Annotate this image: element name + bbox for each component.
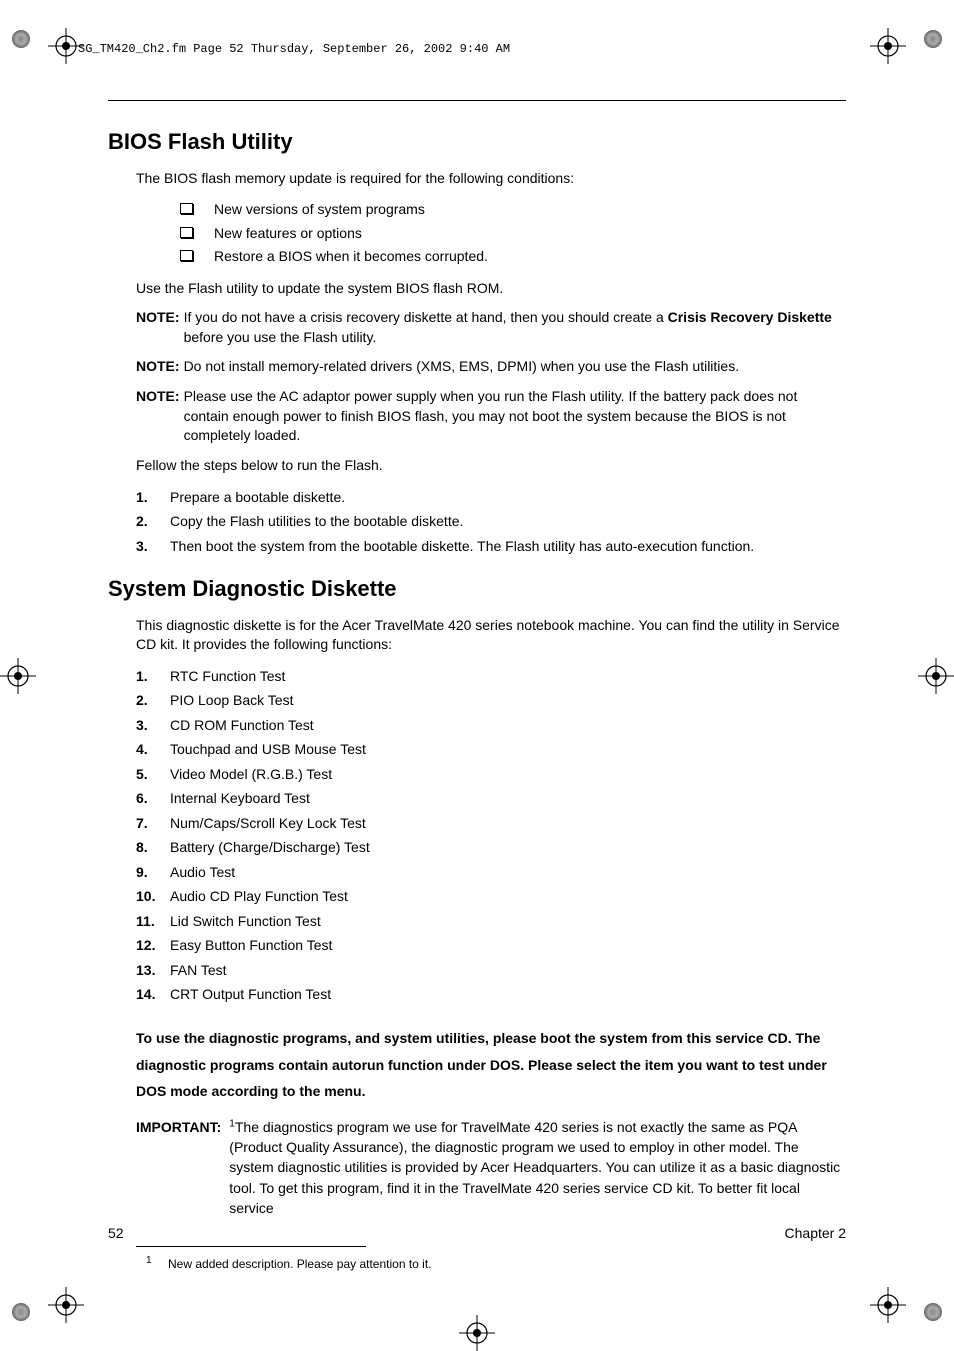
- list-item: Restore a BIOS when it becomes corrupted…: [180, 245, 846, 269]
- note-text: Do not install memory-related drivers (X…: [184, 357, 846, 377]
- paragraph: Fellow the steps below to run the Flash.: [136, 456, 846, 475]
- note-label: NOTE:: [136, 308, 180, 347]
- crop-mark-icon: [918, 658, 954, 694]
- footnote: 1 New added description. Please pay atte…: [168, 1257, 846, 1271]
- bullet-list: New versions of system programs New feat…: [180, 198, 846, 269]
- crop-dot-icon: [924, 1303, 942, 1321]
- note-text: Please use the AC adaptor power supply w…: [184, 387, 846, 446]
- important-label: IMPORTANT:: [136, 1117, 221, 1218]
- list-item: RTC Function Test: [136, 664, 846, 689]
- note-label: NOTE:: [136, 357, 180, 377]
- page: SG_TM420_Ch2.fm Page 52 Thursday, Septem…: [0, 0, 954, 1351]
- numbered-list: RTC Function Test PIO Loop Back Test CD …: [136, 664, 846, 1007]
- note-label: NOTE:: [136, 387, 180, 446]
- section-heading: BIOS Flash Utility: [108, 129, 846, 155]
- page-content: BIOS Flash Utility The BIOS flash memory…: [108, 100, 846, 1241]
- list-item: CD ROM Function Test: [136, 713, 846, 738]
- list-item: Internal Keyboard Test: [136, 786, 846, 811]
- text: If you do not have a crisis recovery dis…: [184, 309, 668, 325]
- paragraph: Use the Flash utility to update the syst…: [136, 279, 846, 298]
- list-item: PIO Loop Back Test: [136, 688, 846, 713]
- note: NOTE: Please use the AC adaptor power su…: [136, 387, 846, 446]
- list-item: Touchpad and USB Mouse Test: [136, 737, 846, 762]
- list-item: Audio CD Play Function Test: [136, 884, 846, 909]
- page-footer: 52 Chapter 2: [108, 1225, 846, 1241]
- section-heading: System Diagnostic Diskette: [108, 576, 846, 602]
- list-item: Easy Button Function Test: [136, 933, 846, 958]
- chapter-label: Chapter 2: [785, 1225, 846, 1241]
- list-item: Video Model (R.G.B.) Test: [136, 762, 846, 787]
- list-item: FAN Test: [136, 958, 846, 983]
- list-item: New versions of system programs: [180, 198, 846, 222]
- crop-mark-icon: [870, 28, 906, 64]
- paragraph: This diagnostic diskette is for the Acer…: [136, 616, 846, 654]
- list-item: Then boot the system from the bootable d…: [136, 534, 846, 559]
- note: NOTE: Do not install memory-related driv…: [136, 357, 846, 377]
- list-item: Prepare a bootable diskette.: [136, 485, 846, 510]
- crop-mark-icon: [459, 1315, 495, 1351]
- list-item: Copy the Flash utilities to the bootable…: [136, 509, 846, 534]
- crop-dot-icon: [924, 30, 942, 48]
- page-number: 52: [108, 1225, 124, 1241]
- text: before you use the Flash utility.: [184, 329, 377, 345]
- horizontal-rule: [108, 100, 846, 101]
- section-body: The BIOS flash memory update is required…: [136, 169, 846, 558]
- list-item: Lid Switch Function Test: [136, 909, 846, 934]
- bold-text: Crisis Recovery Diskette: [668, 309, 832, 325]
- list-item: New features or options: [180, 222, 846, 246]
- footnote-rule: [136, 1246, 366, 1247]
- footnote-number: 1: [146, 1255, 152, 1266]
- numbered-list: Prepare a bootable diskette. Copy the Fl…: [136, 485, 846, 559]
- list-item: CRT Output Function Test: [136, 982, 846, 1007]
- list-item: Battery (Charge/Discharge) Test: [136, 835, 846, 860]
- paragraph: The BIOS flash memory update is required…: [136, 169, 846, 188]
- crop-mark-icon: [870, 1287, 906, 1323]
- section-body: This diagnostic diskette is for the Acer…: [136, 616, 846, 1271]
- important-note: IMPORTANT: 1The diagnostics program we u…: [136, 1117, 846, 1218]
- crop-mark-icon: [0, 658, 36, 694]
- important-text: 1The diagnostics program we use for Trav…: [229, 1117, 846, 1218]
- framemaker-header: SG_TM420_Ch2.fm Page 52 Thursday, Septem…: [78, 42, 510, 56]
- crop-mark-icon: [48, 1287, 84, 1323]
- footnote-text: New added description. Please pay attent…: [168, 1257, 432, 1271]
- list-item: Num/Caps/Scroll Key Lock Test: [136, 811, 846, 836]
- list-item: Audio Test: [136, 860, 846, 885]
- text: The diagnostics program we use for Trave…: [229, 1119, 840, 1216]
- crop-dot-icon: [12, 1303, 30, 1321]
- bold-paragraph: To use the diagnostic programs, and syst…: [136, 1025, 846, 1105]
- crop-dot-icon: [12, 30, 30, 48]
- note: NOTE: If you do not have a crisis recove…: [136, 308, 846, 347]
- note-text: If you do not have a crisis recovery dis…: [184, 308, 846, 347]
